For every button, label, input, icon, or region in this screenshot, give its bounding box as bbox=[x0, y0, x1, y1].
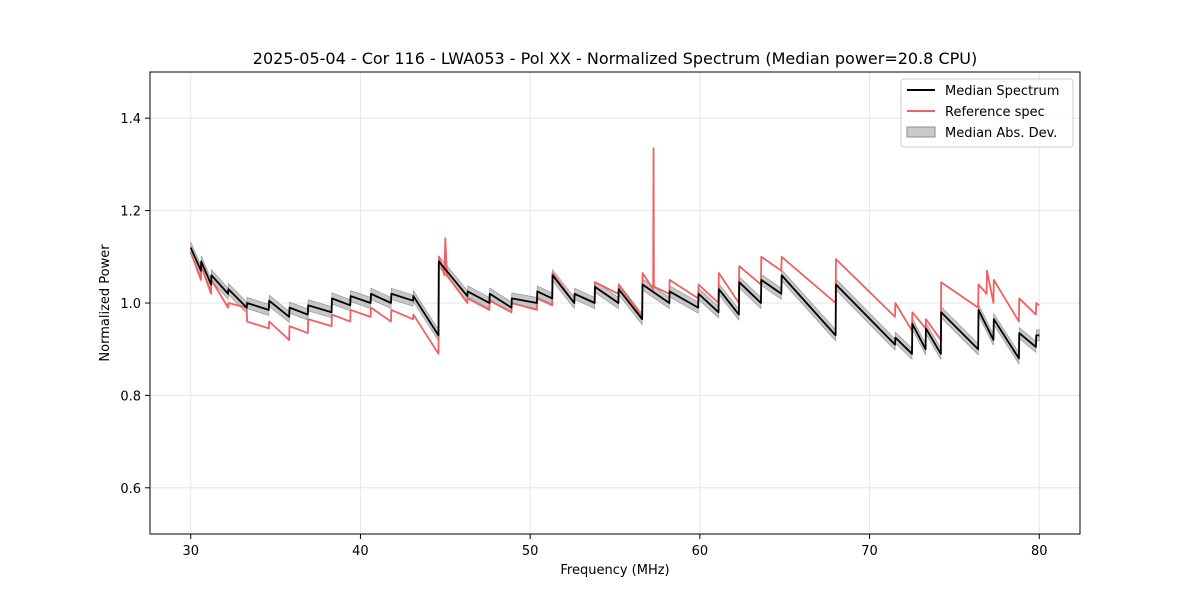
chart-title: 2025-05-04 - Cor 116 - LWA053 - Pol XX -… bbox=[253, 49, 977, 68]
legend-label-reference: Reference spec bbox=[945, 105, 1045, 120]
y-tick-label: 1.2 bbox=[120, 205, 141, 220]
legend-label-median: Median Spectrum bbox=[945, 84, 1059, 99]
legend-label-mad: Median Abs. Dev. bbox=[945, 126, 1057, 141]
legend: Median Spectrum Reference spec Median Ab… bbox=[900, 78, 1074, 148]
x-tick-label: 70 bbox=[861, 544, 878, 559]
y-tick-label: 0.8 bbox=[120, 389, 141, 404]
x-tick-label: 80 bbox=[1031, 544, 1048, 559]
legend-swatch-mad bbox=[906, 126, 936, 138]
y-tick-label: 0.6 bbox=[120, 482, 141, 497]
x-tick-label: 40 bbox=[352, 544, 369, 559]
x-axis-ticks: 30 40 50 60 70 80 bbox=[182, 534, 1048, 559]
y-tick-label: 1.0 bbox=[120, 297, 141, 312]
x-tick-label: 30 bbox=[182, 544, 199, 559]
x-tick-label: 50 bbox=[522, 544, 539, 559]
series-line-median-spectrum bbox=[189, 247, 1040, 360]
legend-box bbox=[900, 78, 1074, 148]
x-axis-label: Frequency (MHz) bbox=[560, 563, 669, 578]
y-axis-label: Normalized Power bbox=[98, 244, 113, 362]
y-tick-label: 1.4 bbox=[120, 112, 141, 127]
x-tick-label: 60 bbox=[692, 544, 709, 559]
y-axis-ticks: 0.6 0.8 1.0 1.2 1.4 bbox=[120, 112, 150, 497]
